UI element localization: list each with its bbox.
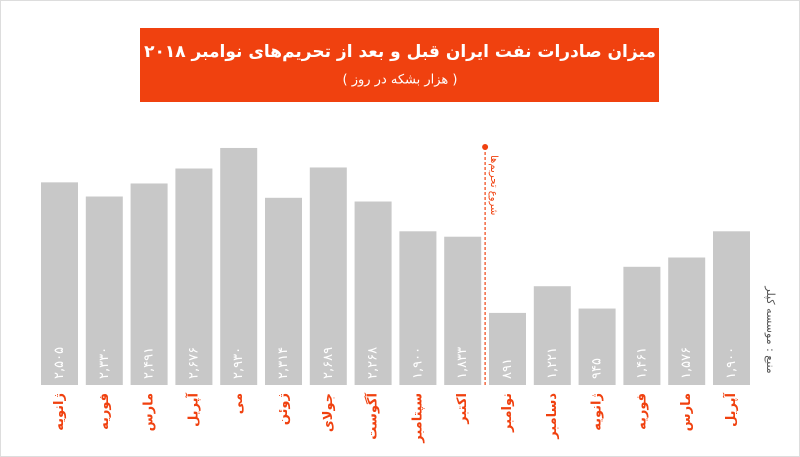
bar xyxy=(578,308,616,385)
bar xyxy=(85,196,123,385)
value-label: ۱,۴۶۱ xyxy=(634,347,649,379)
bar xyxy=(220,147,258,385)
value-label: ۲,۳۳۰ xyxy=(97,347,112,379)
value-label: ۱,۲۲۱ xyxy=(545,347,560,379)
x-tick-label: نوامبر xyxy=(500,393,515,433)
x-tick-label: مارس xyxy=(142,393,157,431)
bar xyxy=(444,236,482,385)
bar xyxy=(623,266,661,385)
x-tick-label: سپتامبر xyxy=(410,393,425,444)
x-tick-label: آگوست xyxy=(364,392,381,439)
bar xyxy=(354,201,392,385)
x-tick-label: مارس xyxy=(679,393,694,431)
value-label: ۱,۵۷۶ xyxy=(679,347,694,379)
bar xyxy=(41,182,78,385)
value-label: ۲,۹۳۰ xyxy=(231,347,246,379)
value-label: ۱,۸۳۳ xyxy=(455,347,470,379)
value-label: ۹۴۵ xyxy=(590,358,605,379)
chart-subtitle: ( هزار بشکه در روز ) xyxy=(342,73,457,88)
bar xyxy=(399,231,437,385)
bar xyxy=(489,312,526,385)
x-tick-label: می xyxy=(231,393,246,414)
bar xyxy=(130,183,168,385)
chart-title: میزان صادرات نفت ایران قبل و بعد از تحری… xyxy=(144,42,656,62)
bar xyxy=(533,286,571,385)
x-tick-label: ژانویه xyxy=(52,393,67,431)
x-tick-label: آپریل xyxy=(184,392,201,426)
x-tick-label: فوریه xyxy=(97,393,112,430)
value-label: ۲,۶۷۶ xyxy=(186,347,201,379)
annotation: شروع تحریم‌ها xyxy=(488,155,499,215)
value-label: ۲,۲۶۸ xyxy=(366,347,381,379)
x-tick-label: ژانویه xyxy=(590,393,605,431)
x-tick-label: اکتبر xyxy=(455,393,470,425)
value-label: ۲,۵۰۵ xyxy=(52,347,67,379)
x-tick-label: دسامبر xyxy=(545,393,560,440)
x-tick-label: فوریه xyxy=(634,393,649,430)
annotation-dot xyxy=(482,144,489,150)
bar xyxy=(713,231,750,385)
value-label: ۱,۹۰۰ xyxy=(724,347,739,379)
x-tick-label: آپریل xyxy=(722,392,739,426)
value-label: ۲,۳۱۴ xyxy=(276,347,291,379)
value-label: ۸۹۱ xyxy=(500,358,515,379)
value-label: ۲,۶۸۹ xyxy=(321,347,336,379)
bar xyxy=(309,167,347,385)
source: منبع : موسسه کپلر xyxy=(764,285,777,373)
title-box xyxy=(140,28,659,102)
x-tick-label: ژوئن xyxy=(276,393,291,425)
value-label: ۱,۹۰۰ xyxy=(410,347,425,379)
bar xyxy=(265,197,302,385)
bar xyxy=(175,168,213,385)
value-label: ۲,۴۹۱ xyxy=(142,347,157,379)
bar xyxy=(668,257,706,385)
x-tick-label: جولای xyxy=(321,393,336,432)
